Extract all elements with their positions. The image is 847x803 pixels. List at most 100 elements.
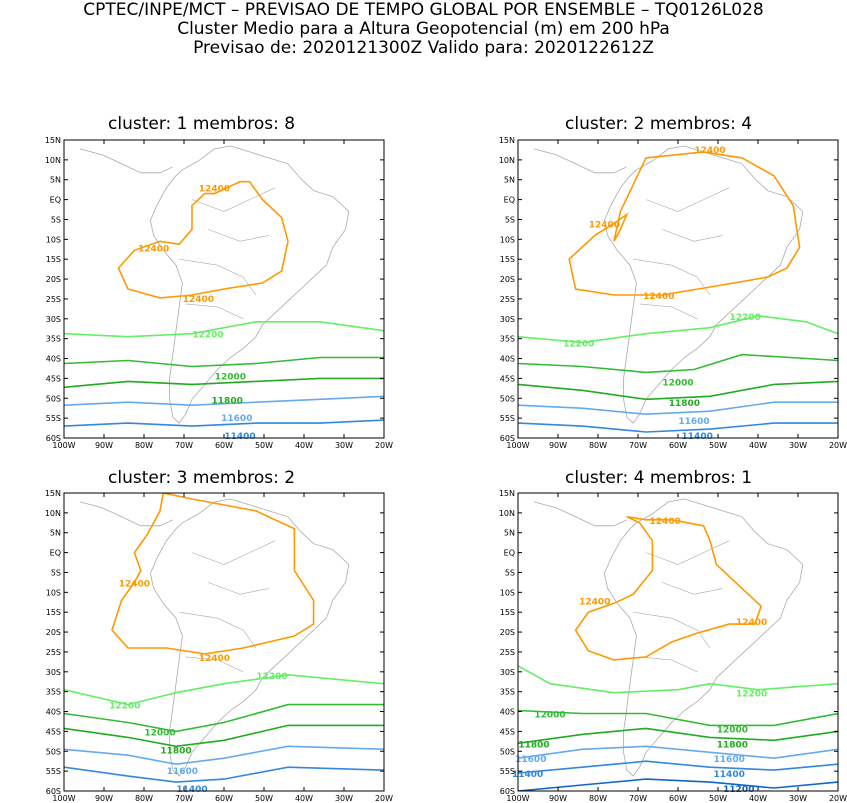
contour-label: 12200 <box>256 672 287 682</box>
lat-tick-label: 15N <box>45 489 61 498</box>
country-border <box>633 611 711 649</box>
contour-label: 11400 <box>682 432 713 442</box>
lat-tick-label: 40S <box>46 708 61 717</box>
contour-label: 11600 <box>678 417 709 427</box>
lat-tick-label: 10N <box>45 156 61 165</box>
lon-tick-label: 70W <box>175 441 193 450</box>
lat-tick-label: 35S <box>46 688 61 697</box>
lat-tick-label: 5N <box>50 529 61 538</box>
lat-tick-label: EQ <box>504 549 515 558</box>
country-border <box>645 187 730 212</box>
lon-tick-label: 40W <box>749 794 767 803</box>
lon-tick-label: 40W <box>295 441 313 450</box>
lat-tick-label: 5N <box>50 176 61 185</box>
country-border <box>191 187 276 212</box>
contour-11600 <box>518 745 838 760</box>
country-border <box>645 540 730 565</box>
country-border <box>207 582 269 595</box>
contour-label: 11200 <box>723 785 754 795</box>
contour-label: 12400 <box>650 517 681 527</box>
contour-12000 <box>518 353 838 374</box>
contour-label: 11400 <box>714 770 745 780</box>
contour-label: 12200 <box>109 702 140 712</box>
lat-tick-label: 55S <box>46 767 61 776</box>
lon-tick-label: 50W <box>255 441 273 450</box>
contour-label: 11600 <box>515 755 546 765</box>
country-border <box>633 258 711 296</box>
lat-tick-label: 20S <box>46 275 61 284</box>
lat-tick-label: 15N <box>499 489 515 498</box>
contour-12400 <box>574 516 763 661</box>
panel-title: cluster: 1 membros: 8 <box>108 114 296 134</box>
lat-tick-label: 15S <box>500 608 515 617</box>
contour-label: 12400 <box>199 654 230 664</box>
lon-tick-label: 60W <box>215 794 233 803</box>
lat-tick-label: 40S <box>500 708 515 717</box>
contour-label: 12400 <box>643 292 674 302</box>
lon-tick-label: 100W <box>52 794 75 803</box>
lat-tick-label: 60S <box>500 787 515 796</box>
lat-tick-label: 10N <box>45 509 61 518</box>
lat-tick-label: EQ <box>50 196 61 205</box>
lon-tick-label: 30W <box>789 794 807 803</box>
coastline <box>603 145 804 424</box>
contour-12200 <box>64 321 384 338</box>
map-svg: 12400 12400 12400 12200 12200 12000 11800 11600… <box>499 136 847 450</box>
contour-label: 11400 <box>176 785 207 795</box>
lon-tick-label: 30W <box>335 441 353 450</box>
contour-12000 <box>64 356 384 368</box>
contour-12200 <box>518 314 838 344</box>
contour-label: 12000 <box>662 378 693 388</box>
lat-tick-label: 30S <box>46 315 61 324</box>
lat-tick-label: 5N <box>504 529 515 538</box>
contour-12200 <box>518 665 838 694</box>
lon-tick-label: 80W <box>589 441 607 450</box>
lon-tick-label: 40W <box>749 441 767 450</box>
contour-11400 <box>64 419 384 427</box>
lat-tick-label: 40S <box>500 355 515 364</box>
lat-tick-label: 5S <box>505 215 515 224</box>
contour-11400 <box>518 422 838 433</box>
lon-tick-label: 100W <box>506 441 529 450</box>
contour-label: 12400 <box>199 185 230 195</box>
lat-tick-label: 35S <box>46 335 61 344</box>
country-border <box>661 229 723 242</box>
contour-label: 11600 <box>714 755 745 765</box>
lon-tick-label: 60W <box>669 441 687 450</box>
lon-tick-label: 70W <box>629 441 647 450</box>
lat-tick-label: 25S <box>46 648 61 657</box>
lat-tick-label: 30S <box>500 668 515 677</box>
lon-tick-label: 40W <box>295 794 313 803</box>
country-border <box>639 656 698 673</box>
map-frame <box>517 492 839 792</box>
lat-tick-label: 10S <box>46 235 61 244</box>
lat-tick-label: 45S <box>46 727 61 736</box>
lat-tick-label: 35S <box>500 688 515 697</box>
contour-label: 11600 <box>221 414 252 424</box>
lat-tick-label: 35S <box>500 335 515 344</box>
lon-tick-label: 70W <box>629 794 647 803</box>
contour-11400 <box>518 760 838 774</box>
lon-tick-label: 100W <box>52 441 75 450</box>
contour-label: 12000 <box>717 725 748 735</box>
lat-tick-label: 20S <box>46 628 61 637</box>
lat-tick-label: 50S <box>500 394 515 403</box>
map-svg: 12400 12400 12200 12200 12000 11800 11600 11400… <box>45 489 393 803</box>
panel-title: cluster: 4 membros: 1 <box>565 468 753 488</box>
contour-label: 12400 <box>183 295 214 305</box>
contour-11600 <box>64 395 384 407</box>
lat-tick-label: 30S <box>500 315 515 324</box>
lat-tick-label: EQ <box>50 549 61 558</box>
map-panel-cluster-4: cluster: 4 membros: 1 12400 12400 12400 122… <box>455 465 847 803</box>
lon-tick-label: 30W <box>335 794 353 803</box>
lat-tick-label: 10S <box>46 588 61 597</box>
lon-tick-label: 90W <box>549 441 567 450</box>
map-svg: 12400 12400 12400 12200 12000 11800 11600 11400… <box>45 136 393 450</box>
map-panel-cluster-3: cluster: 3 membros: 2 12400 12400 12200 122… <box>0 465 400 803</box>
contour-label: 12400 <box>579 597 610 607</box>
contour-11200 <box>518 778 838 791</box>
contour-label: 11600 <box>167 767 198 777</box>
lat-tick-label: 55S <box>46 414 61 423</box>
contour-label: 12400 <box>736 618 767 628</box>
contour-label: 12400 <box>119 579 150 589</box>
